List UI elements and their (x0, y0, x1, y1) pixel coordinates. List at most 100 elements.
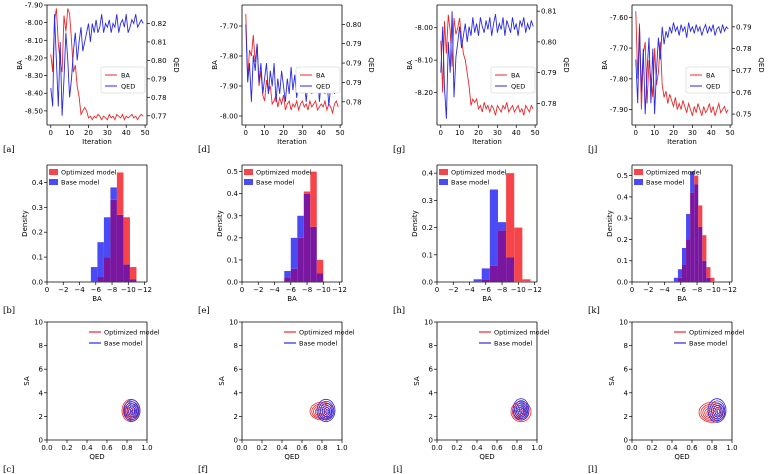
hist-bar-base (90, 267, 98, 282)
legend-label: BA (706, 72, 715, 80)
y-tick-label: -7.90 (610, 106, 628, 114)
hist-bar-overlap (677, 277, 682, 282)
y-tick-label: -7.70 (610, 45, 628, 53)
contour-base (514, 400, 529, 419)
panel-j: 0 10 20 30 40 50 -7.60 -7.70 -7.80 -7.90 0.75 0.76 0… (588, 4, 765, 155)
legend-label: QED (511, 83, 525, 91)
legend-label: Optimized model (61, 169, 117, 177)
panel-l: 0.0 0.2 0.4 0.6 0.8 1.0 0 2 4 6 8 10 QED SA Optimized … (588, 319, 745, 474)
contour-base (323, 407, 331, 416)
legend-swatch (634, 169, 643, 175)
hist-bar-overlap (682, 264, 687, 282)
y-tick-label: 6 (429, 366, 434, 374)
y-tick-label: -8.10 (415, 57, 433, 65)
y-axis-label: SA (23, 376, 31, 386)
legend-swatch (49, 169, 58, 175)
hist-bar-base (481, 268, 490, 280)
x-tick-label: 0.8 (706, 444, 717, 452)
hist-bar-overlap (686, 239, 691, 282)
hist-bar-optimized (710, 277, 715, 282)
y-tick-label: -7.80 (220, 53, 238, 61)
hist-bar-base (473, 279, 482, 282)
y-tick-label: 0.1 (32, 254, 43, 262)
x-axis-label: Iteration (82, 138, 112, 146)
hist-bar-overlap (297, 237, 304, 282)
x-tick-label: 50 (726, 129, 735, 137)
contour-base (512, 398, 530, 421)
y-tick-label: 8 (624, 342, 628, 350)
x-tick-label: −12 (137, 286, 152, 294)
contour-base (711, 402, 724, 420)
contour-base (321, 405, 332, 418)
y-tick-label: 0.5 (617, 172, 628, 180)
x-axis-label: QED (89, 453, 104, 461)
contour-optimized (510, 401, 532, 423)
y2-tick-label: 0.82 (151, 20, 167, 28)
y-tick-label: -8.00 (25, 19, 43, 27)
y2-tick-label: 0.80 (151, 57, 167, 65)
y-axis-label: Density (21, 210, 29, 237)
y-tick-label: 10 (619, 319, 628, 327)
legend-label: Base model (451, 179, 489, 187)
x-tick-label: −12 (527, 286, 542, 294)
y-tick-label: -8.00 (415, 24, 433, 32)
y-axis-label: Density (606, 210, 614, 237)
x-tick-label: −4 (464, 286, 475, 294)
legend-label: Optimized model (104, 329, 160, 337)
legend-label: QED (706, 83, 720, 91)
y2-tick-label: 0.78 (151, 94, 167, 102)
legend-swatch (634, 179, 643, 185)
y-tick-label: 0.3 (617, 215, 628, 223)
y-tick-label: 0.2 (617, 236, 628, 244)
y-axis-label: SA (413, 376, 421, 386)
y2-tick-label: 0.80 (541, 38, 557, 46)
hist-bar-base (497, 222, 507, 231)
y2-tick-label: 0.79 (346, 40, 362, 48)
legend-label: QED (316, 83, 330, 91)
hist-bar-overlap (284, 277, 291, 282)
x-tick-label: −2 (448, 286, 458, 294)
hist-bar-overlap (497, 230, 507, 282)
x-tick-label: 0.8 (316, 444, 327, 452)
y-tick-label: 0.1 (227, 256, 238, 264)
y-tick-label: 0.2 (32, 229, 43, 237)
y-tick-label: 10 (34, 319, 43, 327)
panel-label: [k] (588, 306, 600, 316)
x-axis-label: Iteration (277, 138, 307, 146)
hist-bar-base (97, 242, 104, 278)
hist-bar-base (489, 189, 498, 266)
x-tick-label: 1.0 (726, 444, 737, 452)
x-tick-label: 0.4 (276, 444, 288, 452)
x-tick-label: 40 (707, 129, 716, 137)
x-tick-label: 50 (531, 129, 540, 137)
legend-label: Base model (61, 179, 99, 187)
hist-bar-base (690, 171, 695, 193)
x-tick-label: 0 (634, 129, 638, 137)
x-axis-label: Iteration (667, 138, 697, 146)
x-axis-label: Iteration (472, 138, 502, 146)
y-tick-label: -7.60 (610, 14, 628, 22)
hist-bar-overlap (310, 226, 317, 282)
y-axis-label: BA (601, 60, 609, 70)
hist-bar-overlap (103, 257, 111, 282)
legend-swatch (244, 169, 253, 175)
contour-base (714, 406, 722, 416)
x-tick-label: 0.4 (666, 444, 678, 452)
y2-tick-label: 0.76 (736, 89, 752, 97)
panel-label: [a] (3, 145, 15, 155)
panel-label: [l] (588, 465, 597, 474)
x-axis-label: QED (284, 453, 299, 461)
series-line-ba (440, 14, 534, 116)
x-tick-label: 10 (260, 129, 269, 137)
x-tick-label: 40 (512, 129, 521, 137)
legend-label: Optimized model (646, 169, 702, 177)
x-tick-label: 1.0 (141, 444, 152, 452)
contour-base (128, 405, 138, 417)
x-tick-label: 0.6 (686, 444, 698, 452)
y2-tick-label: 0.81 (151, 38, 167, 46)
panel-e: 0 −2 −4 −6 −8 −10 −12 0.0 0.1 0.2 0.3 0.4 0.5 BA Densi… (198, 164, 347, 316)
hist-bar-optimized (706, 267, 711, 278)
y-tick-label: 4 (234, 389, 239, 397)
y-tick-label: 0.3 (422, 197, 433, 205)
x-tick-label: 0 (435, 286, 439, 294)
